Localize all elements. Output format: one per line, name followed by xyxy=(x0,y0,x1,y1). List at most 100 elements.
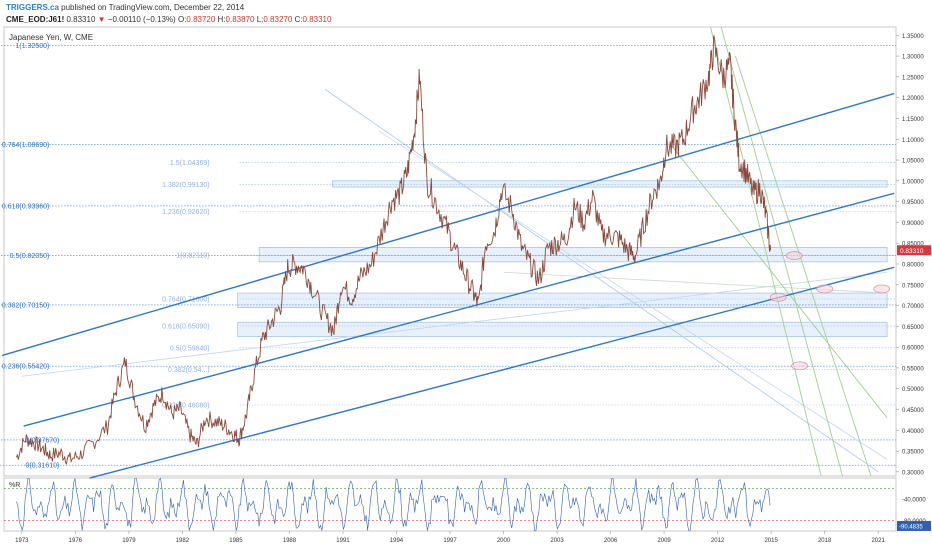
y-tick-label: 0.50000 xyxy=(902,387,924,393)
fib-zone-rect xyxy=(237,292,888,308)
x-tick-label: 2018 xyxy=(818,538,832,544)
close-value: 0.83310 xyxy=(302,15,332,24)
fib-right-level-label: 1(0.82110) xyxy=(176,253,209,260)
williams-r-line xyxy=(16,477,771,532)
x-tick-label: 2003 xyxy=(550,538,564,544)
fib-left-level-label: 0.236(0.55420) xyxy=(2,364,49,371)
fib-right-level-label: 0.382(0.54...) xyxy=(168,367,210,374)
price-change: −0.00110 (−0.13%) xyxy=(107,15,176,24)
last-price-badge xyxy=(897,245,931,256)
y-tick-label: 1.15000 xyxy=(902,117,924,123)
published-text: published on TradingView.com, December 2… xyxy=(58,3,245,12)
fib-left-level-label: 0.5(0.82050) xyxy=(10,253,50,260)
oscillator-title: %R xyxy=(9,482,20,489)
x-tick-label: 2015 xyxy=(764,538,778,544)
y-tick-label: 0.75000 xyxy=(902,283,924,289)
oscillator-last-badge xyxy=(897,520,931,531)
fib-right-level-label: 0.236(0.46080) xyxy=(162,402,209,409)
fib-zone-rect xyxy=(331,180,888,188)
brand-link[interactable]: TRIGGERS.ca xyxy=(6,3,59,12)
ohlc-line: CME_EOD:J61! 0.83310 ▼ −0.00110 (−0.13%)… xyxy=(6,14,331,26)
low-label: L: xyxy=(256,15,264,24)
fib-left-level-label: 0.382(0.70150) xyxy=(2,302,49,309)
y-tick-label: 1.00000 xyxy=(902,179,924,185)
symbol-label: CME_EOD:J61! xyxy=(6,15,65,24)
chart-title: Japanese Yen, W, CME xyxy=(9,33,93,42)
fib-right-level-label: 0.764(0.71600) xyxy=(162,296,209,303)
x-tick-label: 1985 xyxy=(229,538,243,544)
x-tick-label: 1994 xyxy=(390,538,404,544)
x-tick-label: 1973 xyxy=(15,538,29,544)
oscillator-last-badge-text: -90.4835 xyxy=(899,524,923,530)
x-tick-label: 2000 xyxy=(497,538,511,544)
low-value: 0.83270 xyxy=(263,15,293,24)
fib-right-level-label: 1.382(0.99130) xyxy=(162,182,209,189)
fib-right-level-label: 0.5(0.59840) xyxy=(170,345,210,352)
x-tick-label: 2006 xyxy=(604,538,618,544)
y-tick-label: 0.95000 xyxy=(902,200,924,206)
fib-right-level-label: 0.618(0.65090) xyxy=(162,323,209,330)
y-tick-label: 1.05000 xyxy=(902,159,924,165)
y-tick-label: 1.10000 xyxy=(902,138,924,144)
green-fan-line xyxy=(672,147,888,419)
x-tick-label: 2012 xyxy=(711,538,725,544)
y-tick-label: 0.40000 xyxy=(902,429,924,435)
forecast-target-marker xyxy=(816,284,833,294)
y-tick-label: 0.70000 xyxy=(902,304,924,310)
trend-helper-line xyxy=(378,130,888,460)
y-tick-label: 0.90000 xyxy=(902,221,924,227)
x-tick-label: 1997 xyxy=(443,538,457,544)
y-tick-label: 1.30000 xyxy=(902,55,924,61)
forecast-target-marker xyxy=(873,284,891,294)
fib-zone-rect xyxy=(237,321,888,338)
forecast-target-marker xyxy=(785,251,803,261)
high-value: 0.83870 xyxy=(225,15,255,24)
y-tick-label: 0.30000 xyxy=(902,470,924,476)
trend-helper-line xyxy=(21,271,888,377)
x-tick-label: 2009 xyxy=(657,538,671,544)
green-fan-line xyxy=(720,26,843,477)
close-label: C: xyxy=(294,15,303,24)
x-tick-label: 1982 xyxy=(176,538,190,544)
trend-helper-line xyxy=(324,89,879,473)
fib-zone-rect xyxy=(258,247,888,263)
fib-left-level-label: 1(1.32500) xyxy=(15,43,49,50)
y-tick-label: 0.60000 xyxy=(902,346,924,352)
y-tick-label: 0.35000 xyxy=(902,450,924,456)
x-tick-label: 1991 xyxy=(336,538,350,544)
x-tick-label: 1976 xyxy=(69,538,83,544)
y-tick-label: 0.85000 xyxy=(902,242,924,248)
fib-left-level-label: 0.764(1.08690) xyxy=(2,142,49,149)
oscillator-tick-label: -40.0000 xyxy=(902,498,926,504)
price-line xyxy=(16,34,772,466)
last-price: 0.83310 xyxy=(66,15,96,24)
forecast-target-marker xyxy=(769,292,787,302)
fib-right-level-label: 1.5(1.04369) xyxy=(170,160,210,167)
last-price-badge-text: 0.83310 xyxy=(900,248,924,255)
channel-line xyxy=(89,266,895,479)
fib-left-level-label: 0(0.37670) xyxy=(25,437,59,444)
publish-line: TRIGGERS.ca published on TradingView.com… xyxy=(6,2,331,14)
y-tick-label: 0.80000 xyxy=(902,262,924,268)
green-fan-line xyxy=(710,26,822,477)
y-tick-label: 1.35000 xyxy=(902,34,924,40)
down-arrow-icon: ▼ xyxy=(97,15,106,24)
x-tick-label: 1979 xyxy=(122,538,136,544)
open-value: 0.83720 xyxy=(186,15,216,24)
open-label: O: xyxy=(177,15,187,24)
green-fan-line xyxy=(735,55,872,477)
high-label: H: xyxy=(217,15,226,24)
fib-left-level-label: 0.618(0.93960) xyxy=(2,203,49,210)
x-tick-label: 1988 xyxy=(283,538,297,544)
fib-right-level-label: 1.236(0.92620) xyxy=(162,209,209,216)
y-tick-label: 0.65000 xyxy=(902,325,924,331)
main-pane-frame xyxy=(3,26,897,477)
y-tick-label: 1.20000 xyxy=(902,96,924,102)
y-tick-label: 1.25000 xyxy=(902,75,924,81)
x-tick-label: 2021 xyxy=(871,538,885,544)
forecast-target-marker xyxy=(791,361,809,371)
y-tick-label: 0.55000 xyxy=(902,366,924,372)
channel-line xyxy=(23,192,895,427)
chart-header: TRIGGERS.ca published on TradingView.com… xyxy=(6,2,331,26)
